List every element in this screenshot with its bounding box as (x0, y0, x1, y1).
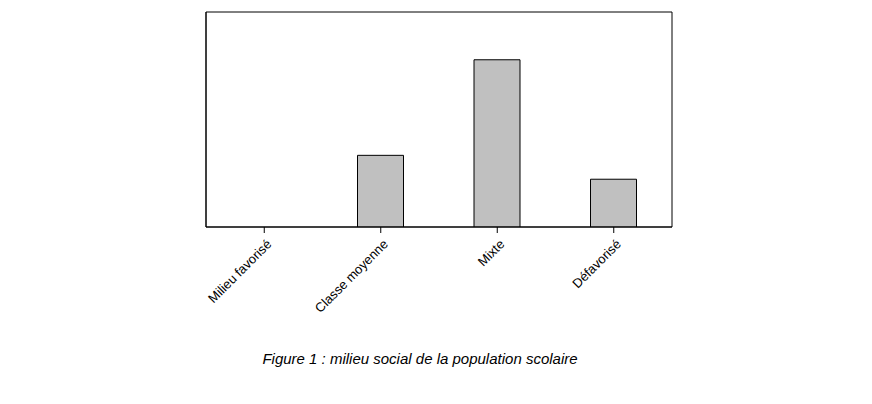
html-text:Figure 1 : milieu social de la: Figure 1 : milieu social de la populatio… (262, 350, 578, 367)
svg-text:Mixte: Mixte (475, 237, 508, 270)
svg-text:Classe moyenne: Classe moyenne (312, 237, 391, 316)
svg-text:Milieu favorisé: Milieu favorisé (205, 237, 274, 306)
svg-text:Défavorisé: Défavorisé (569, 237, 624, 292)
